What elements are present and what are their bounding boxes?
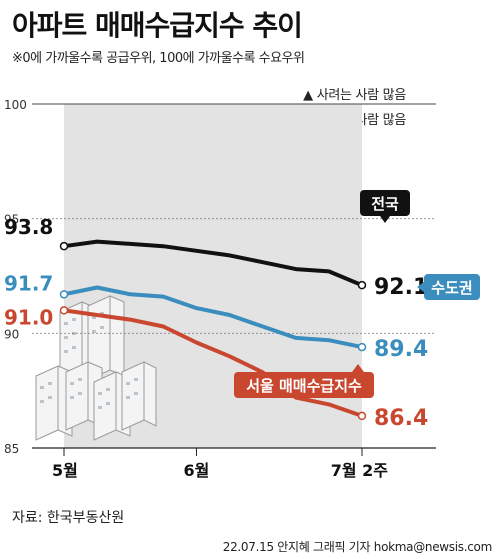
series-points xyxy=(59,241,367,421)
series-line-1 xyxy=(63,285,363,350)
series-tag-0: 전국 xyxy=(360,190,410,223)
series-line-0 xyxy=(63,239,363,288)
series-lines xyxy=(63,239,363,418)
x-tick-label-1: 6월 xyxy=(184,461,210,480)
series-point-1-0 xyxy=(59,290,69,299)
series-line-2 xyxy=(63,308,363,418)
series-point-0-0 xyxy=(59,241,69,251)
series-end-label-1: 89.4 xyxy=(374,337,428,362)
y-tick-label-90: 90 xyxy=(4,327,19,341)
series-point-1-9 xyxy=(357,342,367,352)
series-point-2-9 xyxy=(357,411,367,421)
series-tag-1: 수도권 xyxy=(417,274,480,300)
credit-line: 22.07.15 안지혜 그래픽 기자 hokma@newsis.com xyxy=(222,540,493,554)
source-note: 자료: 한국부동산원 xyxy=(12,510,125,526)
x-tick-label-2: 7월 2주 xyxy=(331,461,389,480)
series-tag-box-2 xyxy=(234,372,374,398)
series-tag-pointer-0 xyxy=(380,216,390,223)
chart-title: 아파트 매매수급지수 추이 xyxy=(12,9,303,42)
series-tag-pointer-2 xyxy=(352,364,364,372)
series-start-label-1: 91.7 xyxy=(4,271,53,295)
series-tag-2: 서울 매매수급지수 xyxy=(234,364,374,398)
series-tag-text-1: 수도권 xyxy=(431,279,472,297)
y-tick-label-100: 100 xyxy=(4,98,27,112)
series-tag-text-2: 서울 매매수급지수 xyxy=(246,377,362,395)
apartment-buildings-icon xyxy=(35,295,157,441)
series-start-label-2: 91.0 xyxy=(4,305,53,329)
y-axis-ticks: 100 95 90 85 xyxy=(4,98,27,456)
series-tag-text-0: 전국 xyxy=(371,195,399,213)
y-tick-label-85: 85 xyxy=(4,442,19,456)
series-start-label-0: 93.8 xyxy=(4,215,53,239)
legend-up: ▲ 사려는 사람 많음 xyxy=(303,88,406,103)
x-tick-label-0: 5월 xyxy=(52,461,78,480)
chart-subtitle: ※0에 가까울수록 공급우위, 100에 가까울수록 수요우위 xyxy=(12,51,305,66)
series-tag-pointer-1 xyxy=(417,282,424,292)
series-point-0-9 xyxy=(357,280,367,290)
series-point-2-0 xyxy=(59,306,69,315)
series-tag-box-0 xyxy=(360,190,410,216)
y-tick-label-95: 95 xyxy=(4,213,19,227)
x-axis: 5월 6월 7월 2주 xyxy=(32,447,436,480)
series-end-label-2: 86.4 xyxy=(374,406,428,431)
series-tag-box-1 xyxy=(424,274,480,300)
